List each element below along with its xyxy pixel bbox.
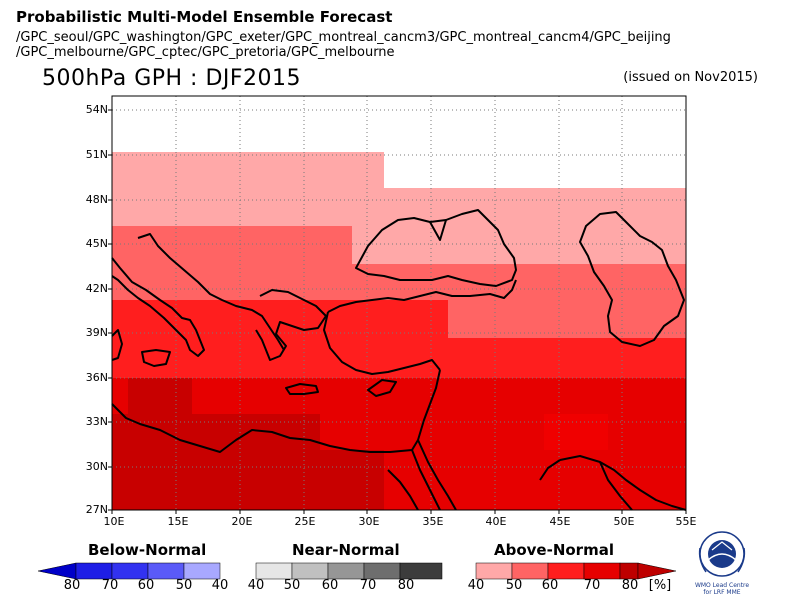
legend-value: 40 <box>247 578 265 593</box>
wmo-emblem-icon <box>698 531 746 577</box>
lon-label: 35E <box>422 515 444 528</box>
legend-value: 40 <box>467 578 485 593</box>
lon-label: 10E <box>103 515 125 528</box>
prob-cell <box>112 338 686 378</box>
legend-value: 80 <box>621 578 639 593</box>
map-subtitle: 500hPa GPH : DJF2015 <box>42 66 302 91</box>
legend-value: 70 <box>101 578 119 593</box>
legend-value: 60 <box>321 578 339 593</box>
prob-cell <box>544 414 608 450</box>
lon-label: 15E <box>167 515 189 528</box>
legend-value: 50 <box>283 578 301 593</box>
prob-cell <box>112 414 320 510</box>
lon-label: 30E <box>358 515 380 528</box>
legend-value: 60 <box>137 578 155 593</box>
legend-value: 60 <box>541 578 559 593</box>
legend-value: 80 <box>397 578 415 593</box>
prob-cell <box>128 378 192 414</box>
lon-label: 20E <box>231 515 253 528</box>
prob-cell <box>112 300 448 338</box>
map-frame <box>111 95 687 511</box>
legend-unit: [%] <box>648 578 672 593</box>
page-title: Probabilistic Multi-Model Ensemble Forec… <box>16 8 393 26</box>
lon-label: 55E <box>675 515 697 528</box>
coastlines <box>111 209 687 511</box>
lon-label: 45E <box>549 515 571 528</box>
legend-above-normal-bar <box>475 562 677 580</box>
prob-cell <box>112 152 384 226</box>
legend-title-below-normal: Below-Normal <box>88 541 207 559</box>
lat-label: 33N <box>85 415 108 428</box>
model-list-line-1: /GPC_seoul/GPC_washington/GPC_exeter/GPC… <box>16 30 671 45</box>
legend-value: 70 <box>359 578 377 593</box>
lat-label: 51N <box>85 148 108 161</box>
logo-caption: WMO Lead Centre for LRF MME <box>694 582 750 596</box>
axis-ticks <box>108 109 687 514</box>
lat-label: 48N <box>85 193 108 206</box>
probability-shading <box>112 152 686 510</box>
legend-below-normal-bar <box>37 562 221 580</box>
graticule <box>112 96 686 510</box>
lat-label: 45N <box>85 237 108 250</box>
lat-label: 30N <box>85 460 108 473</box>
prob-cell <box>320 450 384 510</box>
lat-label: 36N <box>85 371 108 384</box>
legend-value: 70 <box>583 578 601 593</box>
legend-value: 80 <box>63 578 81 593</box>
lon-label: 25E <box>294 515 316 528</box>
legend-near-normal-bar <box>255 562 443 580</box>
model-list-line-2: /GPC_melbourne/GPC_cptec/GPC_pretoria/GP… <box>16 45 395 60</box>
legend-title-above-normal: Above-Normal <box>494 541 614 559</box>
lon-label: 50E <box>613 515 635 528</box>
lat-label: 27N <box>85 503 108 516</box>
lat-label: 54N <box>85 103 108 116</box>
lon-label: 40E <box>485 515 507 528</box>
legend-value: 50 <box>505 578 523 593</box>
issued-date: (issued on Nov2015) <box>623 70 758 85</box>
lat-label: 42N <box>85 282 108 295</box>
legend-value: 40 <box>211 578 229 593</box>
legend-value: 50 <box>175 578 193 593</box>
lat-label: 39N <box>85 326 108 339</box>
legend-title-near-normal: Near-Normal <box>292 541 400 559</box>
prob-cell <box>384 188 686 264</box>
